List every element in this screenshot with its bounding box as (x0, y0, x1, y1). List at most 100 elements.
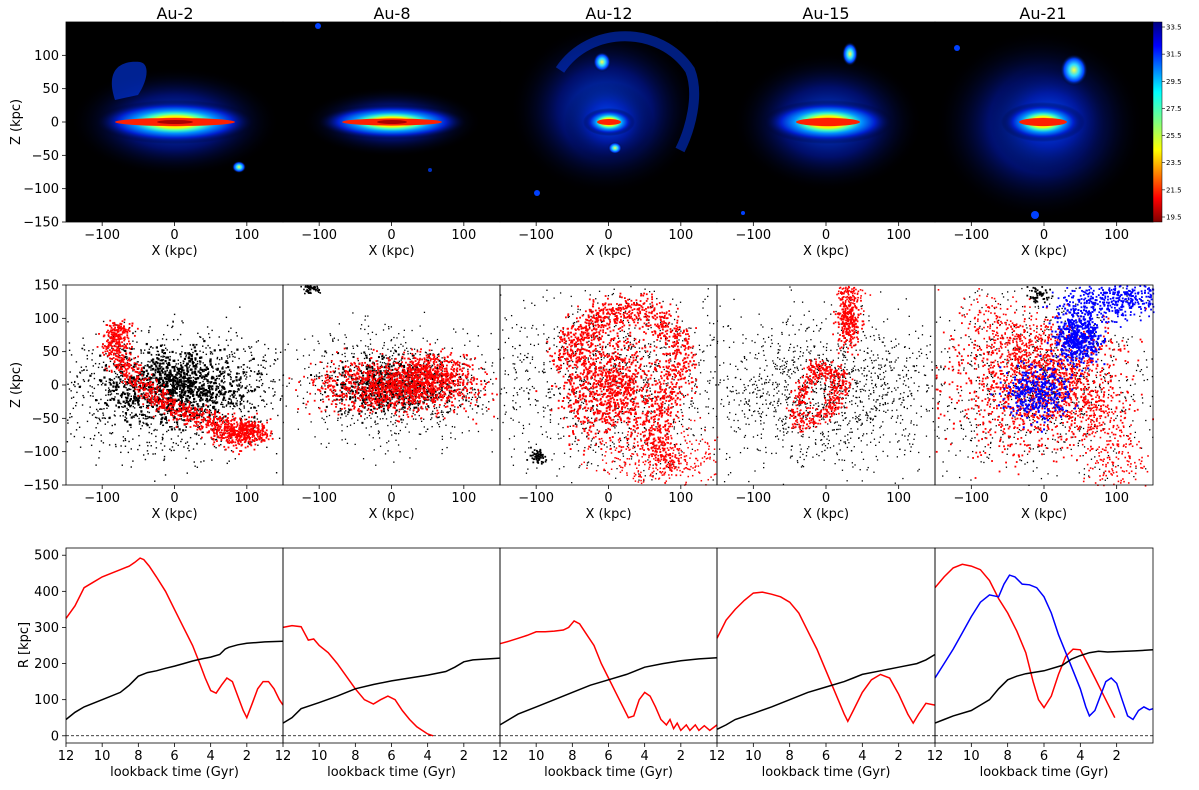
x-tick-label: 0 (822, 228, 830, 243)
y-tick-label: 200 (34, 657, 59, 672)
particle-cloud (535, 316, 680, 456)
x-axis-label: X (kpc) (803, 244, 849, 259)
particle-cloud (1046, 299, 1108, 372)
row1-ylabel: Z (kpc) (9, 99, 24, 145)
x-axis-label: X (kpc) (151, 244, 197, 259)
particle-cloud (836, 285, 872, 312)
y-tick-label: 300 (34, 621, 59, 636)
x-tick-label: 6 (822, 749, 830, 764)
y-tick-label: 100 (34, 693, 59, 708)
x-tick-label: −100 (84, 491, 120, 506)
x-tick-label: −100 (84, 228, 120, 243)
map-au15 (733, 42, 923, 192)
x-tick-label: −100 (301, 491, 337, 506)
x-tick-label: 100 (1104, 228, 1129, 243)
x-tick-label: 12 (927, 749, 944, 764)
x-tick-label: 8 (1004, 749, 1012, 764)
x-tick-label: 10 (94, 749, 111, 764)
x-tick-label: 2 (895, 749, 903, 764)
orbit-series-line (65, 640, 284, 721)
y-tick-label: −50 (32, 412, 59, 427)
x-tick-label: 100 (886, 228, 911, 243)
x-tick-label: 10 (528, 749, 545, 764)
colorbar: 33.5 31.5 29.5 27.5 25.5 23.5 21.5 19.5 (1152, 21, 1182, 223)
colorbar-tick-label: 19.5 (1166, 214, 1182, 222)
x-tick-label: 10 (963, 749, 980, 764)
x-axis-label: lookback time (Gyr) (980, 765, 1109, 780)
y-tick-label: 0 (51, 379, 59, 394)
row2-ylabel: Z (kpc) (9, 362, 24, 408)
map-au21 (935, 30, 1145, 220)
particle-cloud (288, 347, 498, 425)
x-tick-label: 0 (1040, 228, 1048, 243)
particle-cloud (526, 446, 548, 465)
x-tick-label: −100 (301, 228, 337, 243)
colorbar-ticks: 33.5 31.5 29.5 27.5 25.5 23.5 21.5 19.5 (1162, 24, 1182, 222)
map-au12 (510, 25, 745, 215)
y-tick-label: 100 (34, 49, 59, 64)
x-axis-label: X (kpc) (585, 244, 631, 259)
x-tick-label: 0 (387, 491, 395, 506)
row3-lines (65, 557, 1154, 737)
orbit-series-line (716, 653, 936, 730)
y-tick-label: −100 (23, 445, 59, 460)
x-tick-label: −100 (735, 228, 771, 243)
particle-cloud (199, 411, 274, 456)
x-tick-label: 8 (134, 749, 142, 764)
x-axis-label: X (kpc) (368, 244, 414, 259)
panel-title-au15: Au-15 (802, 4, 849, 23)
x-tick-label: 10 (311, 749, 328, 764)
x-tick-label: 2 (460, 749, 468, 764)
x-tick-label: 100 (451, 491, 476, 506)
x-tick-label: 0 (822, 491, 830, 506)
x-axis-label: X (kpc) (585, 507, 631, 522)
x-tick-label: 6 (604, 749, 612, 764)
colorbar-tick-label: 27.5 (1166, 105, 1182, 113)
x-tick-label: −100 (518, 491, 554, 506)
x-tick-label: 8 (786, 749, 794, 764)
x-tick-label: 2 (677, 749, 685, 764)
x-tick-label: 100 (234, 228, 259, 243)
y-tick-label: 50 (42, 345, 59, 360)
colorbar-tick-label: 33.5 (1166, 24, 1182, 32)
x-tick-label: 4 (207, 749, 215, 764)
orbit-series-line (934, 574, 1154, 721)
x-tick-label: −100 (953, 228, 989, 243)
row2-particle-dots (66, 285, 1155, 487)
x-tick-label: −100 (518, 228, 554, 243)
colorbar-tick-label: 31.5 (1166, 51, 1182, 59)
x-tick-label: 0 (604, 228, 612, 243)
particle-cloud (300, 285, 322, 295)
row3-orbits (65, 547, 1154, 744)
x-tick-label: 0 (387, 228, 395, 243)
particle-stream (546, 292, 698, 484)
x-axis-label: X (kpc) (1021, 244, 1067, 259)
map-au8 (302, 23, 482, 172)
colorbar-tick-label: 23.5 (1166, 159, 1182, 167)
x-tick-label: 8 (351, 749, 359, 764)
x-tick-label: 10 (745, 749, 762, 764)
x-tick-label: 4 (641, 749, 649, 764)
row3-panel-borders (65, 547, 1154, 744)
panel-title-au21: Au-21 (1019, 4, 1066, 23)
x-tick-label: 12 (492, 749, 509, 764)
map-au2 (70, 61, 280, 177)
x-tick-label: 2 (1113, 749, 1121, 764)
x-axis-label: lookback time (Gyr) (110, 765, 239, 780)
particle-stream (785, 358, 854, 433)
x-tick-label: 0 (170, 491, 178, 506)
orbit-series-line (282, 624, 434, 737)
y-tick-label: −50 (32, 149, 59, 164)
row3-ylabel: R [kpc] (17, 622, 32, 668)
x-axis-label: X (kpc) (803, 507, 849, 522)
x-tick-label: 12 (275, 749, 292, 764)
particle-cloud (1026, 286, 1054, 304)
row2-particles (65, 284, 1155, 487)
x-tick-label: 100 (668, 228, 693, 243)
x-tick-label: 6 (387, 749, 395, 764)
x-axis-label: X (kpc) (368, 507, 414, 522)
orbit-series-line (716, 591, 936, 725)
y-tick-label: 500 (34, 549, 59, 564)
colorbar-tick-label: 21.5 (1166, 186, 1182, 194)
